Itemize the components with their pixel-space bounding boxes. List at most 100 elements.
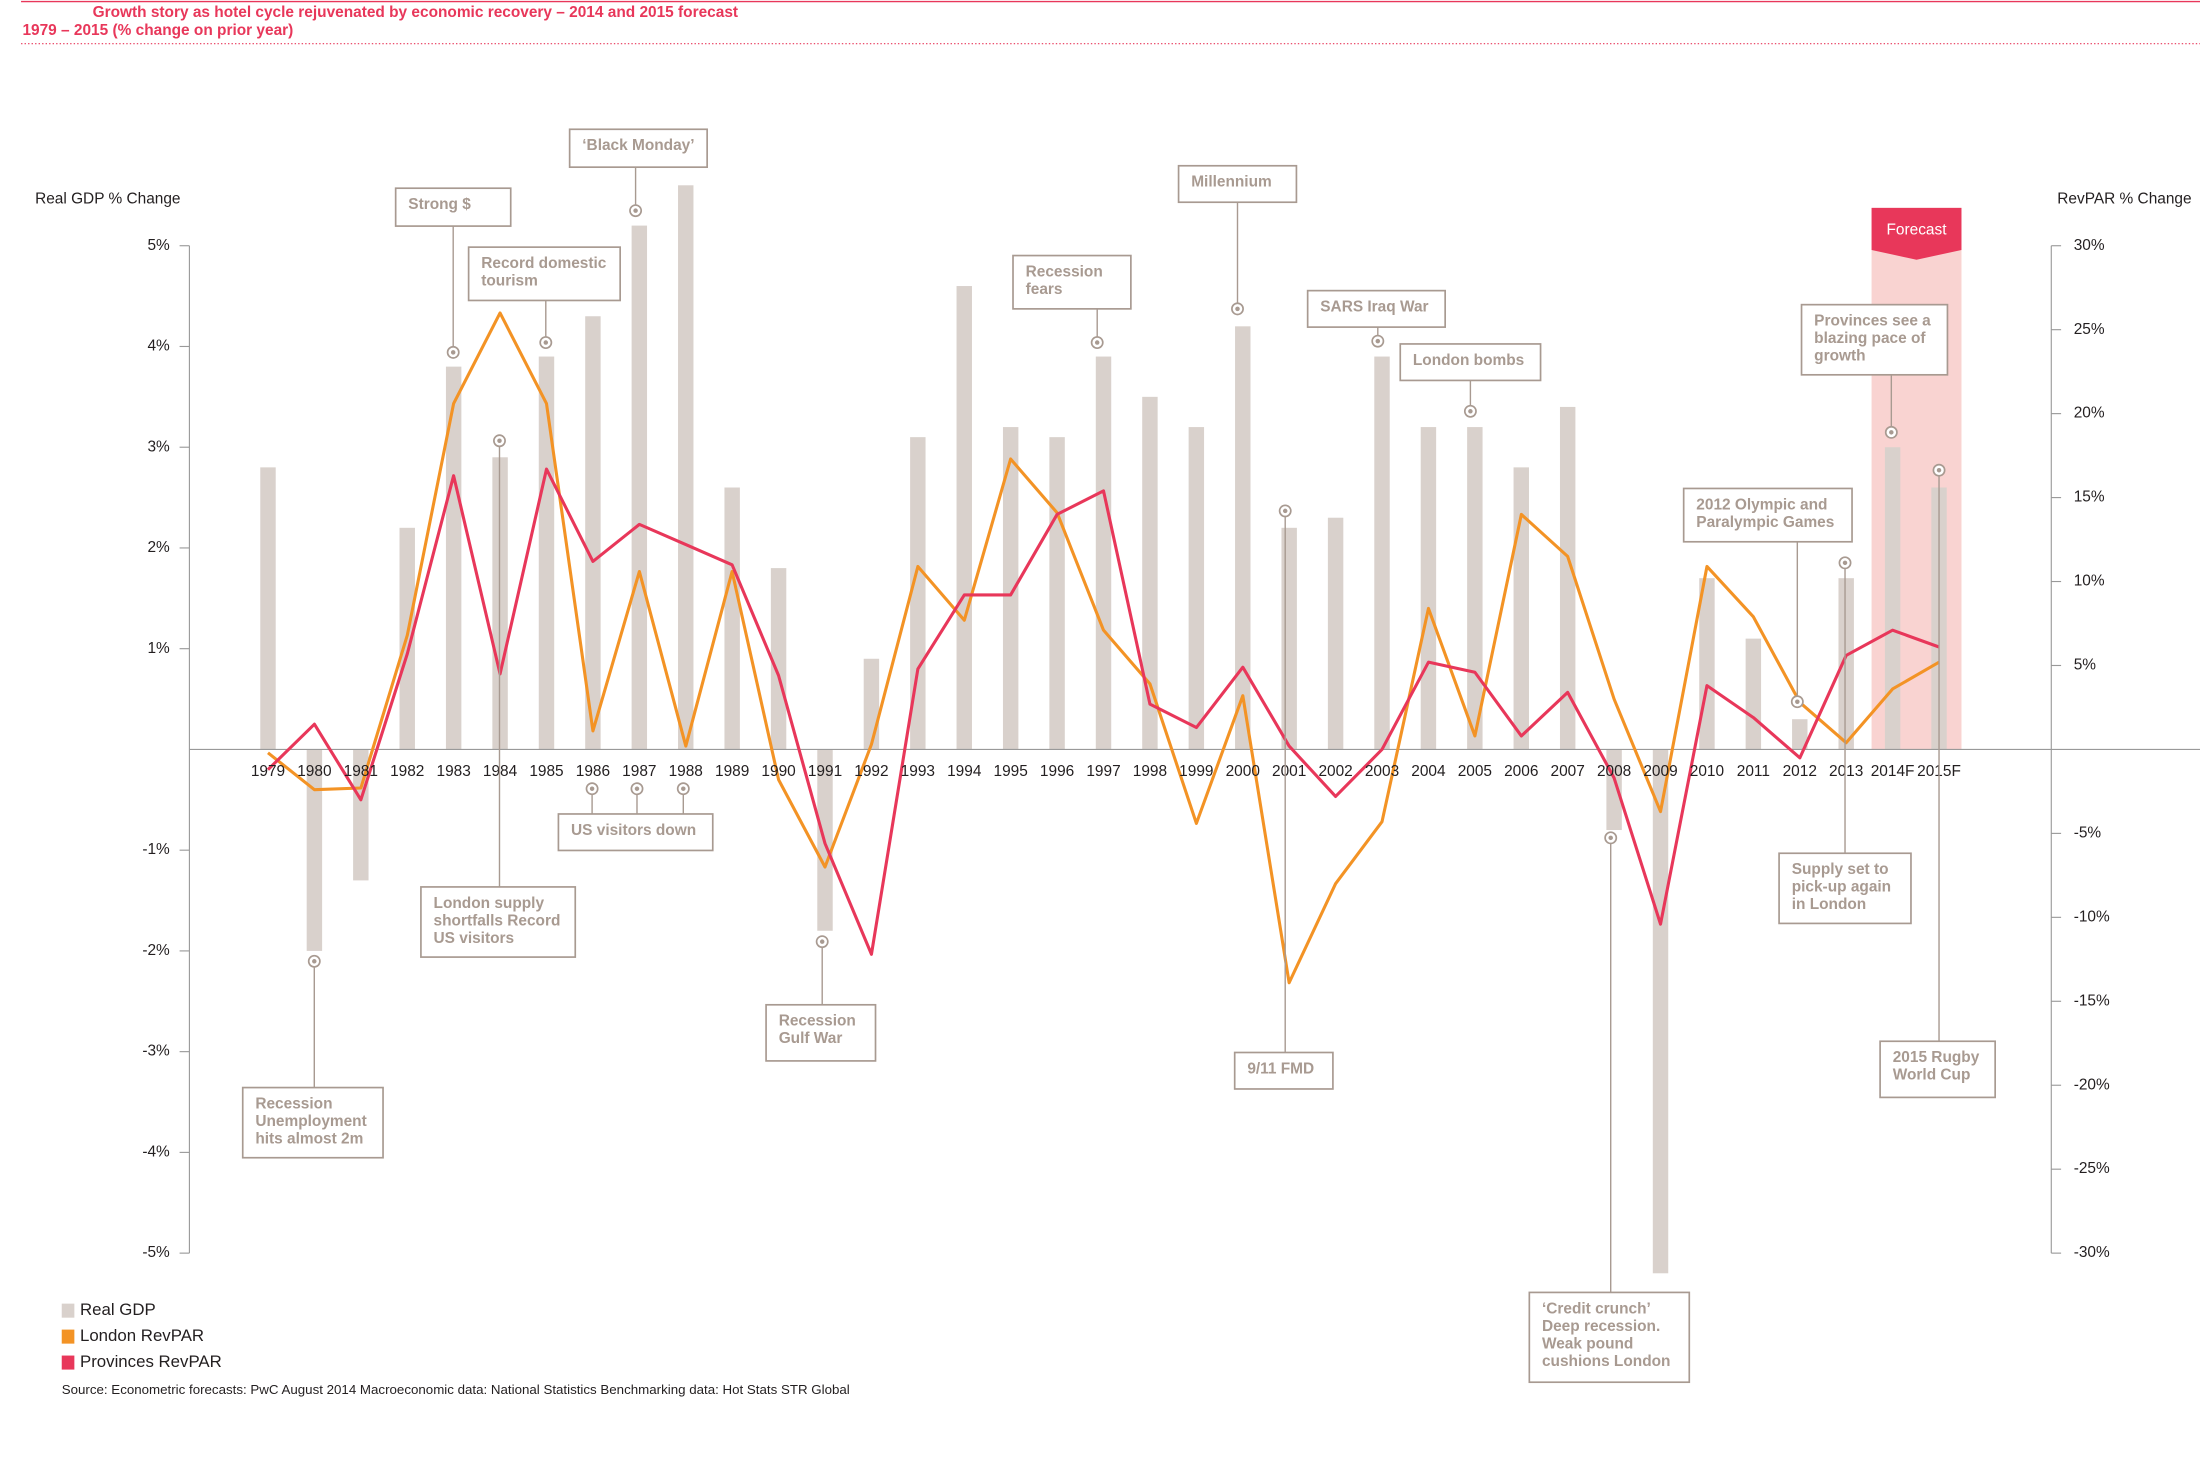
annotation-text: 2015 Rugby <box>1893 1049 1980 1066</box>
leader-dot-core <box>1282 508 1288 514</box>
leader-dot-core <box>1795 699 1800 704</box>
gdp-bar <box>1606 749 1622 831</box>
y2-tick-label: 5% <box>2074 657 2097 674</box>
gdp-bar <box>631 225 648 750</box>
annotation-box <box>1800 303 1949 376</box>
y-tick-label: 3% <box>147 438 170 455</box>
gdp-bar <box>1559 406 1576 750</box>
y-tick-label: -3% <box>142 1043 170 1060</box>
annotation-text: SARS Iraq War <box>1320 299 1428 316</box>
annotation-box <box>1012 254 1132 310</box>
gdp-bar <box>863 658 880 750</box>
x-tick-label: 1985 <box>529 763 563 780</box>
x-tick-label: 1997 <box>1086 763 1120 780</box>
annotation-text: London supply <box>434 895 545 912</box>
annotation-box <box>1233 1051 1334 1090</box>
x-tick-label: 1989 <box>715 763 749 780</box>
revpar-line <box>267 311 1940 985</box>
annotation-box <box>1682 487 1853 543</box>
gdp-bar <box>770 568 787 750</box>
gdp-bar <box>1513 467 1529 750</box>
annotation-box <box>394 187 512 227</box>
gdp-bar <box>1792 719 1808 750</box>
y-tick-label: 1% <box>147 640 170 657</box>
annotation-text: tourism <box>481 273 538 290</box>
forecast-banner <box>1871 207 1962 260</box>
y2-tick-label: 25% <box>2074 321 2105 338</box>
gdp-bar <box>1049 437 1065 750</box>
annotation-text: Gulf War <box>779 1030 843 1047</box>
x-tick-label: 1983 <box>437 763 471 780</box>
x-tick-label: 2003 <box>1365 763 1399 780</box>
annotation-text: ‘Black Monday’ <box>582 137 694 154</box>
x-tick-label: 1993 <box>901 763 935 780</box>
y-tick-label: 2% <box>147 539 170 556</box>
annotation-box <box>568 128 708 169</box>
x-tick-label: 2011 <box>1737 763 1770 780</box>
leader-dot-core <box>819 939 825 944</box>
legend-label: Real GDP <box>80 1300 156 1319</box>
gdp-bar <box>1374 356 1390 750</box>
leader-dot-core <box>1375 338 1381 344</box>
annotation-text: fears <box>1026 281 1063 298</box>
gdp-bar <box>1095 356 1112 750</box>
annotation-text: Recession <box>1026 263 1103 280</box>
gdp-bar <box>1327 517 1344 750</box>
annotation-box <box>420 886 577 958</box>
y2-tick-label: -20% <box>2074 1076 2110 1093</box>
x-tick-label: 1998 <box>1133 763 1167 780</box>
annotation-text: shortfalls Record <box>434 912 561 929</box>
annotation-text: pick-up again <box>1792 879 1891 896</box>
gdp-bar <box>678 185 694 750</box>
y2-axis-label: RevPAR % Change <box>2057 191 2191 208</box>
y-tick-label: -1% <box>142 841 170 858</box>
legend-label: London RevPAR <box>80 1326 204 1345</box>
x-tick-label: 2000 <box>1226 763 1260 780</box>
source-note: Source: Econometric forecasts: PwC Augus… <box>62 1382 850 1397</box>
y-tick-label: -4% <box>142 1143 170 1160</box>
y-tick-label: 4% <box>147 338 170 355</box>
annotation-box <box>557 813 714 852</box>
x-tick-label: 2012 <box>1783 763 1817 780</box>
chart-title: Growth story as hotel cycle rejuvenated … <box>93 4 738 21</box>
leader-dot-core <box>1842 560 1848 566</box>
annotation-box <box>1879 1040 1996 1099</box>
annotation-text: 9/11 FMD <box>1247 1060 1314 1077</box>
gdp-bar <box>1467 427 1483 750</box>
chart-subtitle: 1979 – 2015 (% change on prior year) <box>22 22 293 39</box>
leader-dot-core <box>634 786 640 791</box>
gdp-bar <box>260 467 276 750</box>
x-tick-label: 1991 <box>808 763 842 780</box>
y2-tick-label: 30% <box>2074 237 2105 254</box>
annotation-text: Recession <box>779 1013 856 1030</box>
annotation-text: World Cup <box>1893 1067 1971 1084</box>
x-tick-label: 2014F <box>1871 763 1915 780</box>
leader-dot-core <box>1468 409 1473 414</box>
annotation-text: London bombs <box>1413 352 1524 369</box>
x-tick-label: 1996 <box>1040 763 1074 780</box>
annotation-box <box>1306 289 1446 328</box>
gdp-bar <box>1002 427 1019 750</box>
x-tick-label: 1979 <box>251 763 285 780</box>
x-tick-label: 2007 <box>1551 763 1585 780</box>
leader-dot-core <box>1094 340 1100 345</box>
annotation-text: Provinces see a <box>1814 313 1931 330</box>
annotation-box <box>1778 852 1912 925</box>
gdp-bar <box>306 749 323 951</box>
gdp-bar <box>956 286 972 750</box>
legend-swatch <box>61 1303 75 1318</box>
gdp-bar <box>445 366 462 750</box>
leader-dot-core <box>589 786 595 791</box>
x-tick-label: 1994 <box>947 763 982 780</box>
leader-dot-core <box>312 959 317 964</box>
annotation-text: ‘Credit crunch’ <box>1542 1300 1651 1317</box>
annotation-text: blazing pace of <box>1814 330 1926 347</box>
annotation-box <box>1399 343 1542 382</box>
x-tick-label: 2005 <box>1458 763 1492 780</box>
gdp-bar <box>1188 427 1205 750</box>
leader-dot-core <box>1608 835 1613 841</box>
y2-tick-label: -15% <box>2074 992 2110 1009</box>
leader-dot-core <box>633 208 638 213</box>
